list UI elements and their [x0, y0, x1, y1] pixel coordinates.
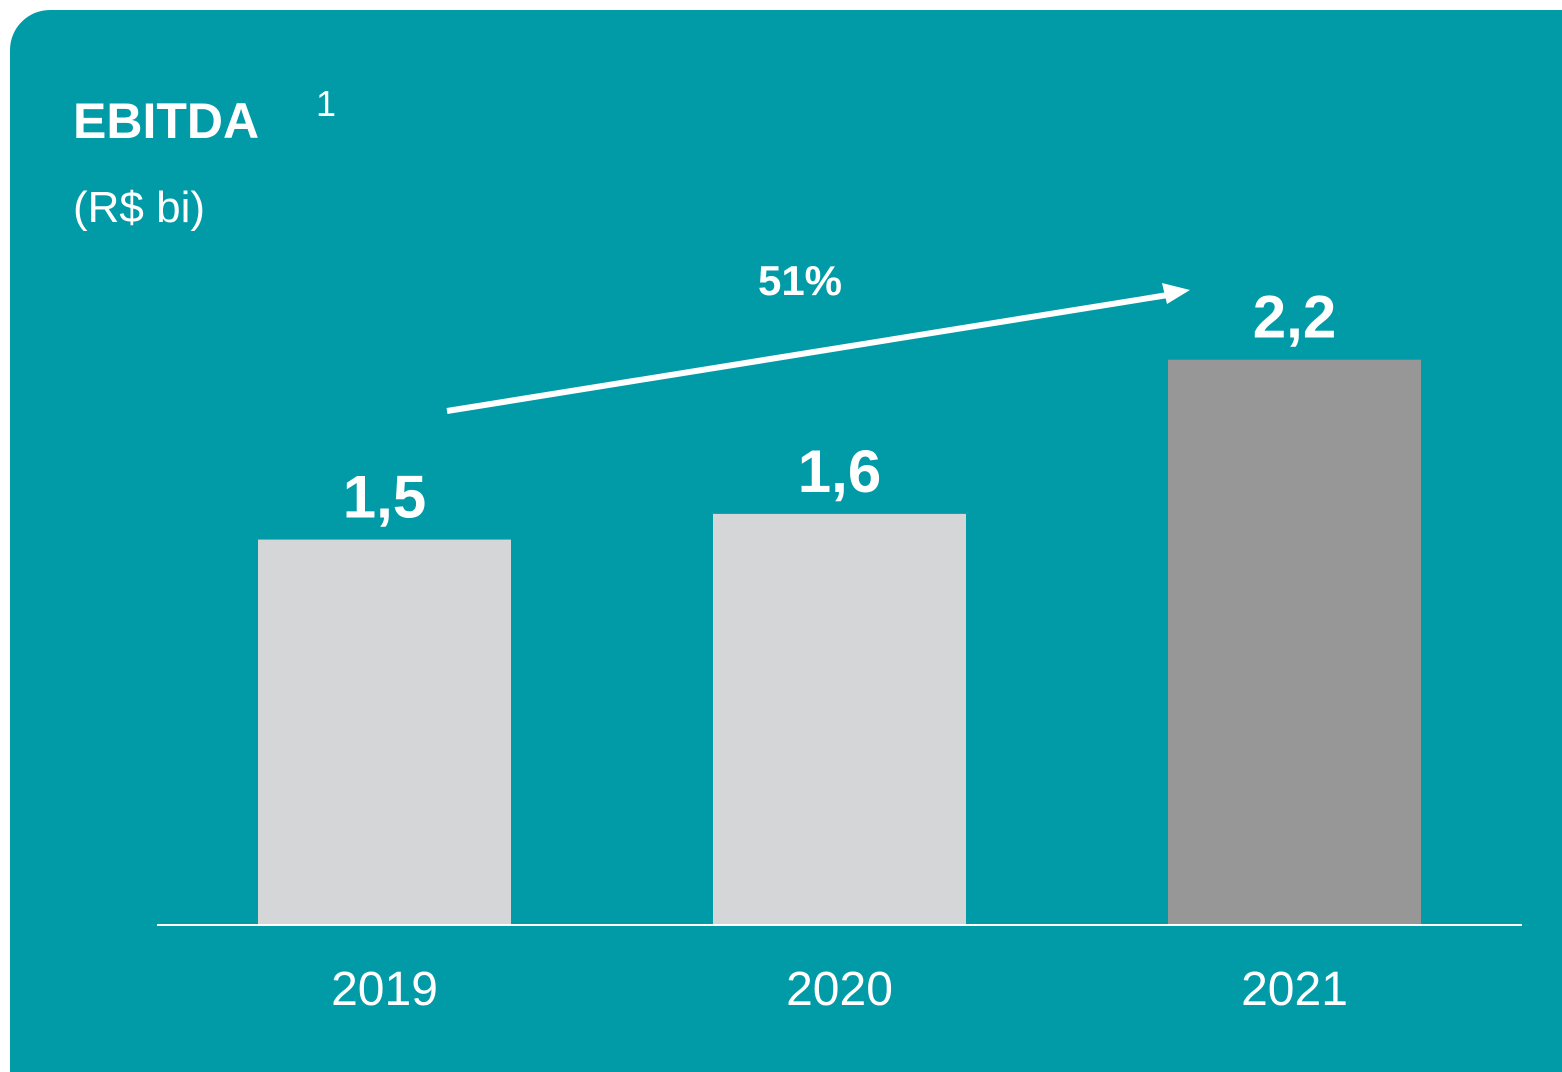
bar	[713, 513, 966, 925]
chart-title: EBITDA	[73, 93, 259, 149]
chart-subtitle: (R$ bi)	[73, 183, 205, 232]
bar	[258, 539, 511, 925]
x-tick-label: 2020	[786, 963, 893, 1016]
growth-arrow	[446, 292, 1169, 414]
value-label: 1,5	[343, 464, 426, 531]
growth-annotation: 51%	[758, 257, 842, 304]
value-label: 1,6	[798, 438, 881, 505]
growth-arrow-head	[1162, 283, 1190, 304]
bar	[1168, 359, 1421, 925]
x-tick-label: 2021	[1241, 963, 1348, 1016]
x-tick-label: 2019	[331, 963, 438, 1016]
value-label: 2,2	[1253, 284, 1336, 351]
title-superscript: 1	[316, 83, 336, 124]
